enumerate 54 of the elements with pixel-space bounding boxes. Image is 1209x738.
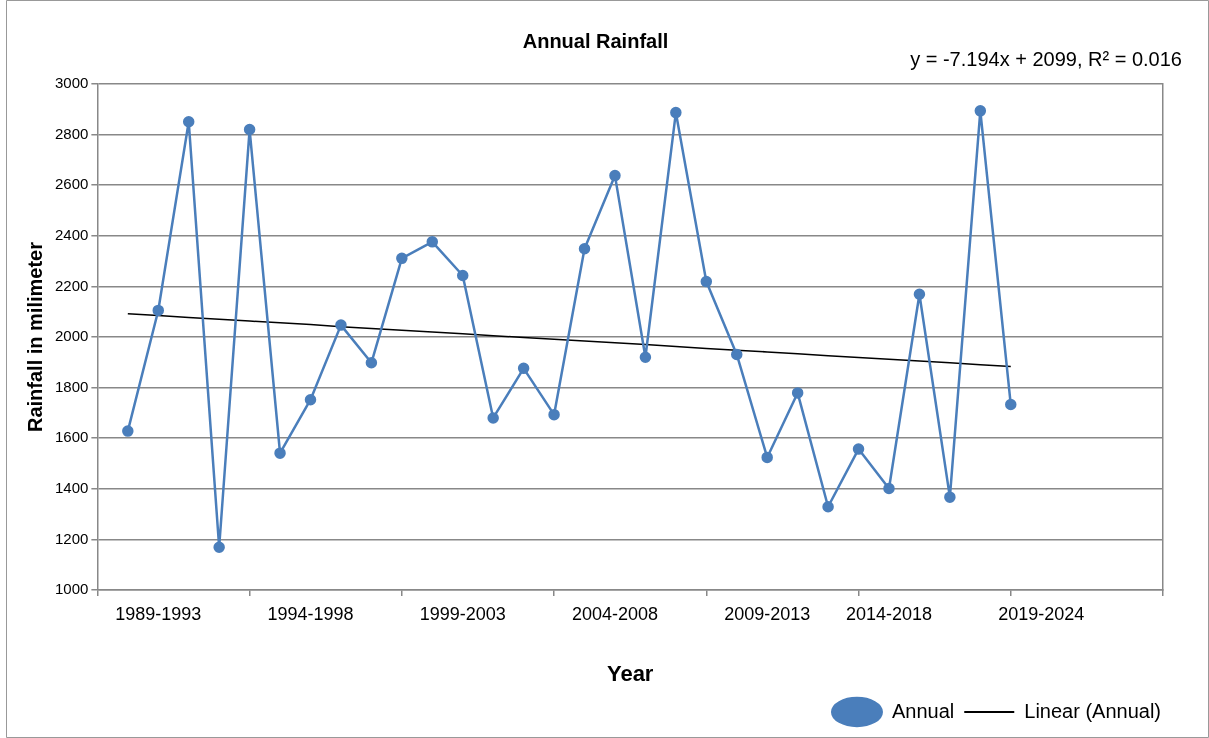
point — [365, 357, 378, 369]
point — [761, 451, 773, 464]
y-tick-label: 3000 — [54, 74, 89, 92]
y-tick-label: 2600 — [54, 175, 89, 193]
chart-title: Annual Rainfall — [522, 29, 669, 52]
y-tick-label: 1400 — [54, 478, 89, 496]
y-tick-label: 2400 — [54, 225, 89, 243]
point — [974, 105, 987, 117]
point — [152, 304, 165, 317]
x-tick-label: 2004-2008 — [571, 603, 659, 624]
y-axis-title: Rainfall in milimeter — [23, 241, 46, 433]
point — [700, 275, 713, 288]
point — [822, 501, 834, 513]
text: y = -7.194x + 2099, R² = 0.016 — [910, 47, 1182, 70]
point — [578, 242, 591, 255]
y-tick-label: 2000 — [54, 327, 89, 345]
point — [396, 252, 408, 265]
y-tick-label: 1600 — [54, 428, 89, 446]
y-tick-label: 1000 — [54, 580, 89, 598]
x-tick-label: 1999-2003 — [419, 603, 506, 624]
point — [548, 408, 560, 421]
point — [243, 123, 256, 136]
point — [883, 482, 895, 495]
point — [731, 348, 743, 361]
x-tick-label: 2019-2024 — [998, 603, 1085, 624]
point — [639, 351, 652, 363]
x-tick-label: 2014-2018 — [845, 603, 933, 624]
point — [487, 412, 499, 424]
point — [456, 269, 469, 282]
point — [182, 115, 195, 128]
point — [609, 169, 621, 182]
y-tick-label: 2200 — [54, 276, 89, 294]
legend-label: Annual — [891, 699, 955, 722]
point — [670, 106, 682, 119]
point — [304, 393, 317, 406]
y-tick-label: 1800 — [54, 377, 89, 395]
point — [335, 319, 347, 331]
point — [122, 425, 134, 437]
point — [944, 491, 956, 503]
legend-label: Linear (Annual) — [1024, 699, 1161, 722]
point — [852, 443, 865, 455]
point — [791, 387, 804, 399]
point — [913, 288, 926, 300]
point — [517, 362, 530, 375]
x-tick-label: 1994-1998 — [267, 603, 354, 624]
y-tick-label: 1200 — [54, 529, 89, 547]
point — [426, 236, 439, 248]
point — [213, 541, 225, 553]
x-tick-label: 2009-2013 — [724, 603, 811, 624]
x-axis-title: Year — [606, 660, 654, 686]
x-tick-label: 1989-1993 — [115, 603, 202, 624]
point — [274, 447, 286, 459]
y-tick-label: 2800 — [54, 124, 89, 142]
point — [1005, 398, 1017, 411]
